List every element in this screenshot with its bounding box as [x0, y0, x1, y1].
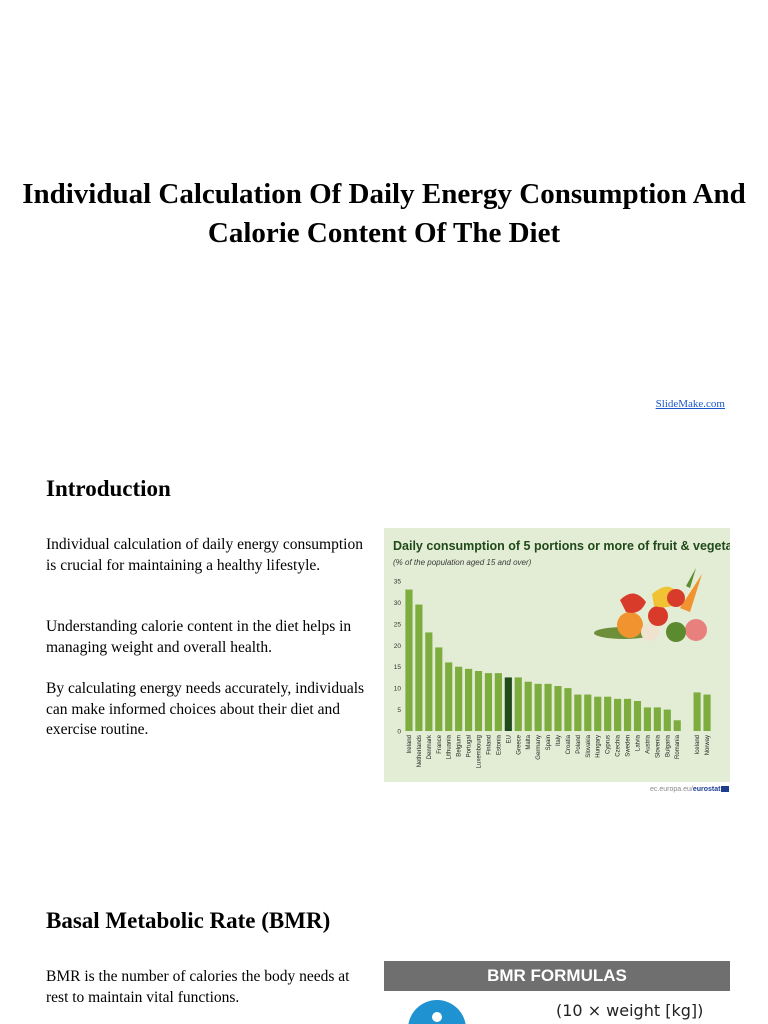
- x-tick-label: Ireland: [407, 735, 413, 753]
- x-tick-label: Lithuania: [447, 734, 453, 759]
- bar-portugal: [465, 668, 473, 731]
- bar-belgium: [455, 666, 463, 731]
- x-tick-label: Greece: [516, 734, 522, 754]
- bar-spain: [544, 683, 552, 731]
- bar-italy: [554, 686, 562, 731]
- x-tick-label: Germany: [536, 735, 542, 760]
- bar-romania: [673, 720, 681, 731]
- x-tick-label: Belgium: [457, 735, 463, 757]
- bar-denmark: [425, 632, 433, 731]
- bar-luxembourg: [474, 671, 483, 731]
- chart-title: Daily consumption of 5 portions or more …: [393, 539, 730, 553]
- x-tick-label: France: [437, 734, 443, 753]
- x-tick-label: Cyprus: [606, 735, 612, 754]
- page-title: Individual Calculation Of Daily Energy C…: [22, 178, 746, 249]
- introduction-heading: Introduction: [46, 476, 171, 501]
- x-tick-label: Finland: [486, 735, 492, 755]
- intro-paragraph-1: Individual calculation of daily energy c…: [46, 536, 363, 574]
- bar-bulgaria: [663, 709, 671, 731]
- y-tick-label: 0: [397, 729, 401, 736]
- y-tick-label: 5: [397, 707, 401, 714]
- y-axis: 0 5 10 15 20 25 30 35: [394, 579, 402, 736]
- bmr-heading: Basal Metabolic Rate (BMR): [46, 908, 331, 933]
- x-tick-label: Italy: [556, 735, 562, 746]
- bar-austria: [643, 707, 651, 731]
- eu-flag-icon: [721, 786, 730, 793]
- bmr-formulas-header: BMR FORMULAS: [384, 961, 730, 991]
- bar-cyprus: [604, 696, 612, 731]
- bar-slovakia: [584, 694, 592, 731]
- y-tick-label: 20: [394, 643, 402, 650]
- x-tick-label: Hungary: [596, 735, 602, 758]
- x-tick-label: Iceland: [695, 735, 701, 754]
- x-tick-label: Bulgaria: [665, 734, 671, 757]
- x-tick-label: Romania: [675, 734, 681, 759]
- bar-sweden: [623, 698, 632, 731]
- bar-estonia: [494, 673, 502, 731]
- y-tick-label: 25: [394, 621, 402, 628]
- x-axis-labels: Ireland Netherlands Denmark France Lithuania…: [407, 734, 711, 768]
- bar-czechia: [614, 698, 622, 731]
- bar-poland: [574, 694, 582, 731]
- x-tick-label: Sweden: [626, 735, 632, 757]
- bmr-paragraph-1: BMR is the number of calories the body n…: [46, 968, 350, 1006]
- x-tick-label: Denmark: [427, 734, 433, 759]
- bar-france: [435, 647, 443, 731]
- bar-iceland: [693, 692, 701, 731]
- x-tick-label: Estonia: [496, 734, 502, 755]
- x-tick-label: Norway: [705, 735, 711, 755]
- bar-slovenia: [653, 707, 661, 731]
- bar-greece: [514, 677, 522, 731]
- bar-lithuania: [445, 662, 453, 731]
- bar-latvia: [633, 701, 642, 731]
- chart-source-brand: eurostat: [692, 786, 721, 793]
- bmr-formula-text: (10 × weight [kg]): [556, 1001, 704, 1020]
- bar-malta: [524, 681, 532, 731]
- x-tick-label: Slovakia: [586, 734, 592, 757]
- x-tick-label: Austria: [645, 734, 651, 753]
- y-tick-label: 10: [394, 686, 402, 693]
- bar-germany: [534, 683, 542, 731]
- bar-netherlands: [415, 604, 423, 731]
- fruit-veg-illustration: [594, 568, 707, 642]
- intro-paragraph-3: By calculating energy needs accurately, …: [46, 680, 365, 738]
- x-tick-label: Slovenia: [655, 734, 661, 758]
- person-icon: [408, 1000, 466, 1024]
- chart-source: ec.europa.eu/eurostat: [650, 786, 730, 793]
- x-tick-label: EU: [506, 735, 512, 743]
- x-tick-label: Croatia: [566, 734, 572, 754]
- bar-eu: [504, 677, 512, 731]
- x-tick-label: Czechia: [616, 734, 622, 756]
- y-tick-label: 35: [394, 579, 402, 586]
- bar-finland: [484, 673, 493, 731]
- bars-group: [405, 589, 711, 731]
- x-tick-label: Latvia: [635, 734, 641, 751]
- chart-source-prefix: ec.europa.eu/: [650, 786, 693, 793]
- x-tick-label: Netherlands: [417, 735, 423, 767]
- x-tick-label: Poland: [576, 735, 582, 754]
- bar-croatia: [564, 688, 572, 731]
- x-tick-label: Spain: [546, 735, 552, 750]
- bmr-formulas-box: BMR FORMULAS (10 × weight [kg]): [384, 961, 730, 1024]
- chart-svg: Daily consumption of 5 portions or more …: [393, 539, 730, 768]
- x-tick-label: Portugal: [467, 735, 473, 757]
- y-tick-label: 30: [394, 600, 402, 607]
- intro-paragraph-2: Understanding calorie content in the die…: [46, 618, 352, 656]
- x-tick-label: Luxembourg: [477, 735, 483, 768]
- fruit-veg-chart: Daily consumption of 5 portions or more …: [384, 528, 730, 782]
- bar-norway: [703, 694, 711, 731]
- source-link[interactable]: SlideMake.com: [655, 398, 725, 410]
- x-tick-label: Malta: [526, 734, 532, 749]
- bar-hungary: [594, 696, 602, 731]
- y-tick-label: 15: [394, 664, 402, 671]
- bar-ireland: [405, 589, 413, 731]
- chart-subtitle: (% of the population aged 15 and over): [393, 558, 532, 567]
